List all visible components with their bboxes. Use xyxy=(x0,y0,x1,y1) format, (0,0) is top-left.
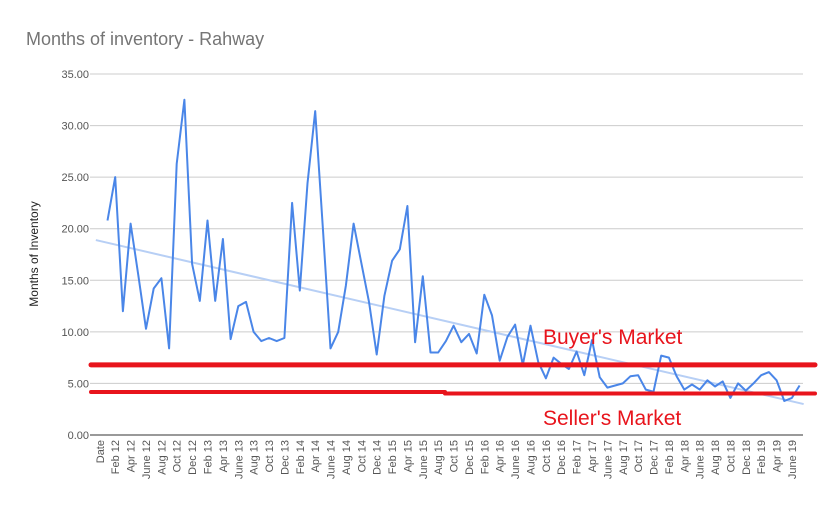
x-tick-label: June 14 xyxy=(326,440,338,479)
x-tick-label: Oct 12 xyxy=(172,440,184,472)
x-tick-label: Apr 16 xyxy=(495,440,507,472)
x-tick-label: Aug 17 xyxy=(618,440,630,475)
x-tick-label: Aug 12 xyxy=(156,440,168,475)
y-tick-label: 10.00 xyxy=(61,327,89,339)
x-tick-label: Aug 18 xyxy=(710,440,722,475)
y-tick-label: 5.00 xyxy=(68,378,89,390)
x-tick-label: Oct 16 xyxy=(541,440,553,472)
series-line xyxy=(106,98,801,402)
x-tick-label: Feb 18 xyxy=(664,440,676,474)
y-tick-label: 35.00 xyxy=(61,69,89,81)
x-tick-label: Aug 16 xyxy=(525,440,537,475)
annotations: Buyer's Market Seller's Market xyxy=(88,326,818,430)
x-tick-label: Feb 16 xyxy=(479,440,491,474)
x-tick-label: Feb 17 xyxy=(572,440,584,474)
x-axis-ticks: Date Feb 12 Apr 12 June 12 Aug 12 Oct 12 Dec 1… xyxy=(95,440,799,479)
x-tick-label: Dec 16 xyxy=(556,440,568,475)
x-tick-label: June 12 xyxy=(141,440,153,479)
x-tick-label: Oct 18 xyxy=(725,440,737,472)
sellers-market-label: Seller's Market xyxy=(543,407,681,430)
x-tick-label: Dec 14 xyxy=(372,440,384,475)
x-tick-label: Aug 15 xyxy=(433,440,445,475)
x-tick-label: Aug 13 xyxy=(249,440,261,475)
x-tick-label: Apr 12 xyxy=(126,440,138,472)
x-tick-label: Apr 18 xyxy=(679,440,691,472)
x-tick-label: Oct 13 xyxy=(264,440,276,472)
x-tick-label: June 16 xyxy=(510,440,522,479)
x-tick-label: Apr 17 xyxy=(587,440,599,472)
x-tick-label: Date xyxy=(95,440,107,463)
trendline-line xyxy=(95,239,804,406)
y-axis-label: Months of Inventory xyxy=(27,201,41,306)
y-tick-label: 25.00 xyxy=(61,172,89,184)
y-axis-ticks: 0.00 5.00 10.00 15.00 20.00 25.00 30.00 35.00 xyxy=(61,69,89,442)
x-tick-label: Oct 15 xyxy=(449,440,461,472)
y-tick-label: 30.00 xyxy=(61,121,89,133)
x-tick-label: Feb 14 xyxy=(295,440,307,474)
x-tick-label: Aug 14 xyxy=(341,440,353,475)
series-polyline xyxy=(106,98,801,402)
x-tick-label: Apr 15 xyxy=(402,440,414,472)
chart-title: Months of inventory - Rahway xyxy=(26,29,264,49)
y-tick-label: 20.00 xyxy=(61,224,89,236)
x-tick-label: Feb 15 xyxy=(387,440,399,474)
x-tick-label: Apr 13 xyxy=(218,440,230,472)
x-tick-label: Apr 19 xyxy=(772,440,784,472)
gridlines xyxy=(90,73,803,436)
x-tick-label: Apr 14 xyxy=(310,440,322,472)
x-tick-label: June 19 xyxy=(787,440,799,479)
x-tick-label: June 18 xyxy=(695,440,707,479)
trendline xyxy=(95,239,804,406)
x-tick-label: Feb 19 xyxy=(756,440,768,474)
x-tick-label: Dec 15 xyxy=(464,440,476,475)
x-tick-label: Feb 12 xyxy=(110,440,122,474)
x-tick-label: Oct 17 xyxy=(633,440,645,472)
x-tick-label: Dec 18 xyxy=(741,440,753,475)
y-tick-label: 15.00 xyxy=(61,275,89,287)
x-tick-label: Dec 13 xyxy=(279,440,291,475)
x-tick-label: Dec 17 xyxy=(649,440,661,475)
x-tick-label: Dec 12 xyxy=(187,440,199,475)
x-tick-label: Oct 14 xyxy=(356,440,368,472)
x-tick-label: June 13 xyxy=(233,440,245,479)
x-tick-label: June 15 xyxy=(418,440,430,479)
buyers-market-label: Buyer's Market xyxy=(543,326,683,349)
x-tick-label: June 17 xyxy=(602,440,614,479)
y-tick-label: 0.00 xyxy=(68,430,89,442)
x-tick-label: Feb 13 xyxy=(203,440,215,474)
